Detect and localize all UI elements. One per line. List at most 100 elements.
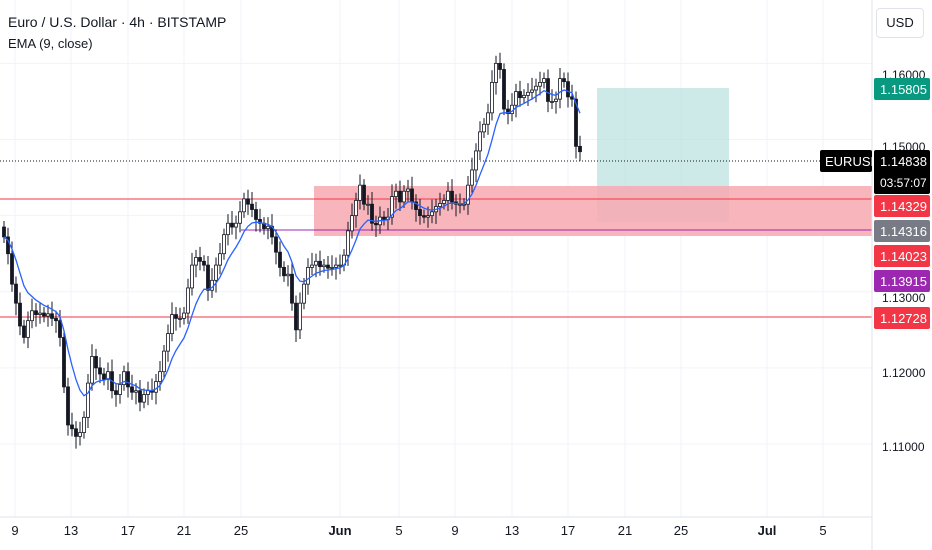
candle-body	[122, 371, 126, 386]
candle-body	[34, 310, 38, 315]
candle-body	[258, 219, 262, 224]
candle-body	[302, 283, 306, 304]
candle-body	[278, 251, 282, 268]
candle-body	[498, 62, 502, 70]
candle-body	[162, 350, 166, 373]
candle-body	[382, 216, 386, 220]
candle-body	[166, 333, 170, 352]
candle-body	[566, 81, 570, 98]
candle-body	[574, 98, 578, 147]
candle-body	[182, 312, 186, 319]
time-tick-label: 17	[561, 523, 575, 538]
candle-body	[334, 264, 338, 268]
candle-body	[554, 98, 558, 102]
candle-body	[194, 257, 198, 266]
currency-button[interactable]: USD	[876, 8, 924, 38]
candle-body	[114, 390, 118, 395]
price-tick-label: 1.13000	[882, 291, 926, 305]
price-tag-label: 1.15805	[880, 82, 927, 97]
candle-body	[142, 394, 146, 403]
candle-body	[218, 253, 222, 266]
time-tick-label: Jul	[758, 523, 777, 538]
candle-body	[338, 264, 342, 267]
candle-body	[538, 82, 542, 87]
candle-body	[366, 203, 370, 206]
candle-body	[422, 215, 426, 218]
candle-body	[66, 386, 70, 426]
candle-body	[158, 371, 162, 382]
time-tick-label: 21	[177, 523, 191, 538]
candle-body	[506, 108, 510, 115]
candle-body	[362, 184, 366, 205]
candle-body	[306, 266, 310, 285]
price-tag-label: 1.12728	[880, 311, 927, 326]
candle-body	[298, 302, 302, 331]
candle-body	[98, 367, 102, 375]
candle-body	[442, 199, 446, 204]
chart-legend: Euro / U.S. Dollar · 4h · BITSTAMP EMA (…	[8, 12, 226, 54]
candle-body	[526, 91, 530, 96]
candle-body	[54, 317, 58, 322]
candle-body	[102, 373, 106, 380]
candle-body	[146, 390, 150, 395]
candle-body	[214, 264, 218, 281]
symbol-tag	[820, 150, 872, 172]
candle-body	[238, 211, 242, 224]
candle-body	[410, 188, 414, 203]
price-tag-target	[874, 78, 930, 100]
price-tick-label: 1.11000	[882, 440, 925, 454]
candle-body	[58, 320, 62, 338]
candle-body	[578, 145, 582, 153]
symbol-title: Euro / U.S. Dollar · 4h · BITSTAMP	[8, 14, 227, 30]
candle-body	[78, 432, 82, 437]
candle-body	[130, 386, 134, 393]
candle-body	[226, 222, 230, 236]
candle-body	[370, 203, 374, 224]
ema-line	[3, 89, 581, 397]
candle-body	[118, 384, 122, 395]
candle-body	[414, 201, 418, 210]
candle-body	[482, 123, 486, 133]
candle-body	[346, 230, 350, 256]
time-tick-label: 9	[451, 523, 458, 538]
candle-body	[290, 273, 294, 304]
candle-body	[274, 236, 278, 253]
candle-body	[322, 264, 326, 268]
candle-body	[466, 184, 470, 205]
candle-body	[458, 203, 462, 206]
candle-body	[10, 253, 14, 285]
price-tag-red	[874, 245, 930, 267]
candle-body	[374, 222, 378, 226]
candle-body	[170, 314, 174, 335]
price-tag-red	[874, 307, 930, 329]
candle-body	[478, 131, 482, 152]
time-tick-label: 5	[819, 523, 826, 538]
candle-body	[326, 264, 330, 269]
candle-body	[470, 169, 474, 186]
candle-body	[358, 184, 362, 201]
candle-body	[94, 356, 98, 369]
time-tick-label: Jun	[328, 523, 351, 538]
price-tick-label: 1.12000	[882, 366, 926, 380]
time-tick-label: 25	[674, 523, 688, 538]
candle-body	[314, 260, 318, 266]
candle-body	[462, 203, 466, 206]
price-tag-red	[874, 195, 930, 217]
candle-body	[250, 203, 254, 210]
candle-body	[546, 78, 550, 102]
candle-body	[42, 312, 46, 317]
candle-body	[266, 225, 270, 229]
candle-body	[230, 222, 234, 228]
time-tick-label: 13	[64, 523, 78, 538]
candle-body	[542, 78, 546, 83]
candle-body	[562, 78, 566, 83]
candle-body	[518, 91, 522, 99]
candle-body	[6, 236, 10, 255]
candle-body	[430, 211, 434, 217]
candle-body	[82, 416, 86, 433]
candle-body	[62, 337, 66, 388]
candle-body	[406, 188, 410, 192]
candle-body	[26, 320, 30, 338]
candle-body	[318, 260, 322, 268]
